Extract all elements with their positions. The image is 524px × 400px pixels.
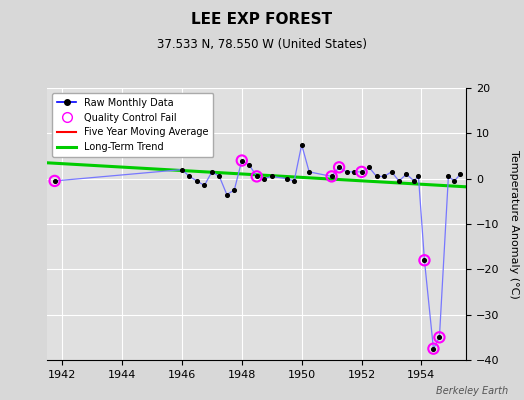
Text: 37.533 N, 78.550 W (United States): 37.533 N, 78.550 W (United States): [157, 38, 367, 51]
Point: [253, 173, 261, 180]
Legend: Raw Monthly Data, Quality Control Fail, Five Year Moving Average, Long-Term Tren: Raw Monthly Data, Quality Control Fail, …: [52, 93, 213, 157]
Point: [260, 176, 268, 182]
Point: [420, 257, 429, 264]
Point: [414, 173, 423, 180]
Text: Berkeley Earth: Berkeley Earth: [436, 386, 508, 396]
Point: [290, 178, 298, 184]
Point: [282, 176, 291, 182]
Point: [328, 173, 336, 180]
Point: [365, 164, 373, 170]
Point: [223, 191, 231, 198]
Point: [350, 169, 358, 175]
Point: [435, 334, 444, 340]
Point: [298, 142, 306, 148]
Point: [420, 257, 429, 264]
Point: [230, 187, 238, 193]
Text: LEE EXP FOREST: LEE EXP FOREST: [191, 12, 333, 27]
Point: [50, 178, 59, 184]
Point: [429, 346, 438, 352]
Point: [373, 173, 381, 180]
Point: [342, 169, 351, 175]
Y-axis label: Temperature Anomaly (°C): Temperature Anomaly (°C): [509, 150, 519, 298]
Point: [237, 157, 246, 164]
Point: [380, 173, 388, 180]
Point: [185, 173, 193, 180]
Point: [200, 182, 209, 189]
Point: [208, 169, 216, 175]
Point: [335, 164, 343, 170]
Point: [444, 173, 453, 180]
Point: [410, 178, 418, 184]
Point: [328, 173, 336, 180]
Point: [193, 178, 201, 184]
Point: [50, 178, 59, 184]
Point: [395, 178, 403, 184]
Point: [178, 166, 186, 173]
Point: [245, 162, 254, 168]
Point: [253, 173, 261, 180]
Point: [305, 169, 313, 175]
Point: [402, 171, 411, 177]
Point: [450, 178, 458, 184]
Point: [429, 346, 438, 352]
Point: [456, 171, 465, 177]
Point: [357, 169, 366, 175]
Point: [335, 164, 343, 170]
Point: [435, 334, 444, 340]
Point: [268, 173, 276, 180]
Point: [237, 157, 246, 164]
Point: [357, 169, 366, 175]
Point: [215, 173, 224, 180]
Point: [387, 169, 396, 175]
